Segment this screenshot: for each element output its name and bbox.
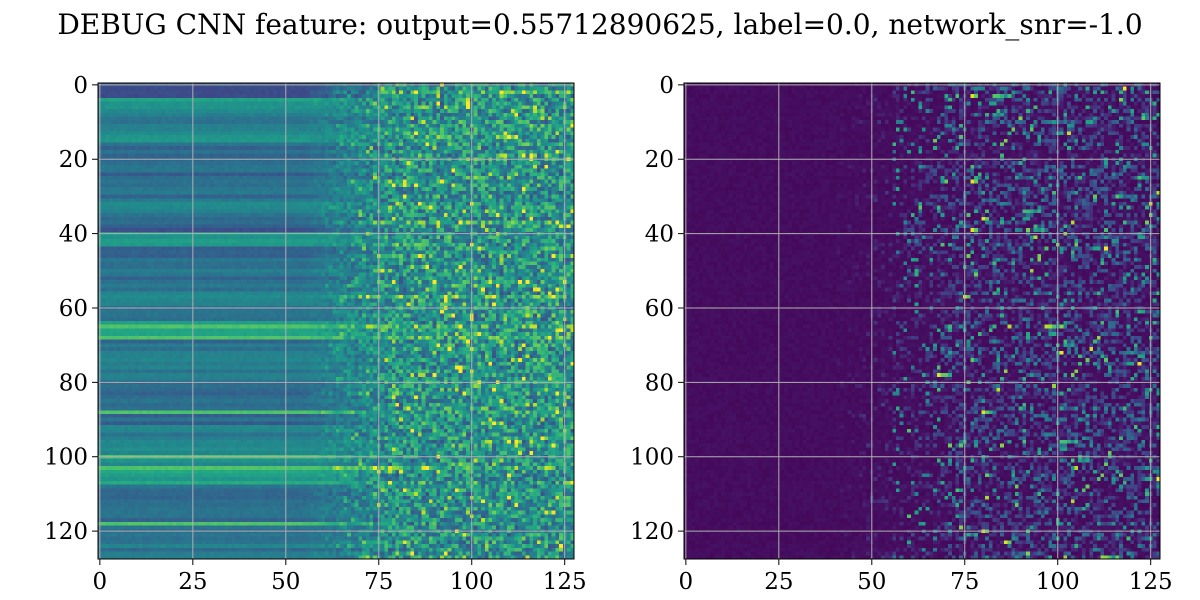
left-y-tick-label: 0 [73, 73, 88, 99]
left-x-tick-label: 100 [450, 569, 494, 595]
right-x-tick-label: 100 [1036, 569, 1080, 595]
right-x-tick-label: 50 [857, 569, 886, 595]
left-heatmap-panel: 0 25 50 75 100 125 0 20 40 60 80 100 120 [44, 73, 587, 595]
left-y-tick-label: 60 [59, 296, 88, 322]
left-y-tick-label: 40 [59, 222, 88, 248]
right-y-tick-label: 60 [645, 296, 674, 322]
left-heatmap-image [98, 83, 574, 559]
left-x-tick-label: 75 [364, 569, 393, 595]
right-y-tick-label: 0 [659, 73, 674, 99]
right-x-tick-label: 0 [679, 569, 694, 595]
right-axes-frame [683, 82, 1161, 560]
figure-title: DEBUG CNN feature: output=0.55712890625,… [57, 8, 1143, 41]
left-y-tick-label: 100 [44, 445, 88, 471]
right-x-tick-label: 25 [764, 569, 793, 595]
left-y-tick-label: 80 [59, 370, 88, 396]
right-y-tick-label: 40 [645, 222, 674, 248]
left-x-tick-label: 125 [543, 569, 587, 595]
right-y-tick-label: 20 [645, 147, 674, 173]
right-x-tick-label: 75 [950, 569, 979, 595]
left-x-tick-label: 0 [93, 569, 108, 595]
right-y-tick-label: 100 [630, 445, 674, 471]
left-axes-frame [97, 82, 575, 560]
right-y-tick-label: 80 [645, 370, 674, 396]
left-x-tick-label: 50 [271, 569, 300, 595]
left-x-tick-label: 25 [178, 569, 207, 595]
right-heatmap-panel: 0 25 50 75 100 125 0 20 40 60 80 100 120 [630, 73, 1173, 595]
right-x-tick-label: 125 [1129, 569, 1173, 595]
right-heatmap-image [684, 83, 1160, 559]
left-y-tick-label: 120 [44, 519, 88, 545]
left-y-tick-label: 20 [59, 147, 88, 173]
right-y-tick-label: 120 [630, 519, 674, 545]
